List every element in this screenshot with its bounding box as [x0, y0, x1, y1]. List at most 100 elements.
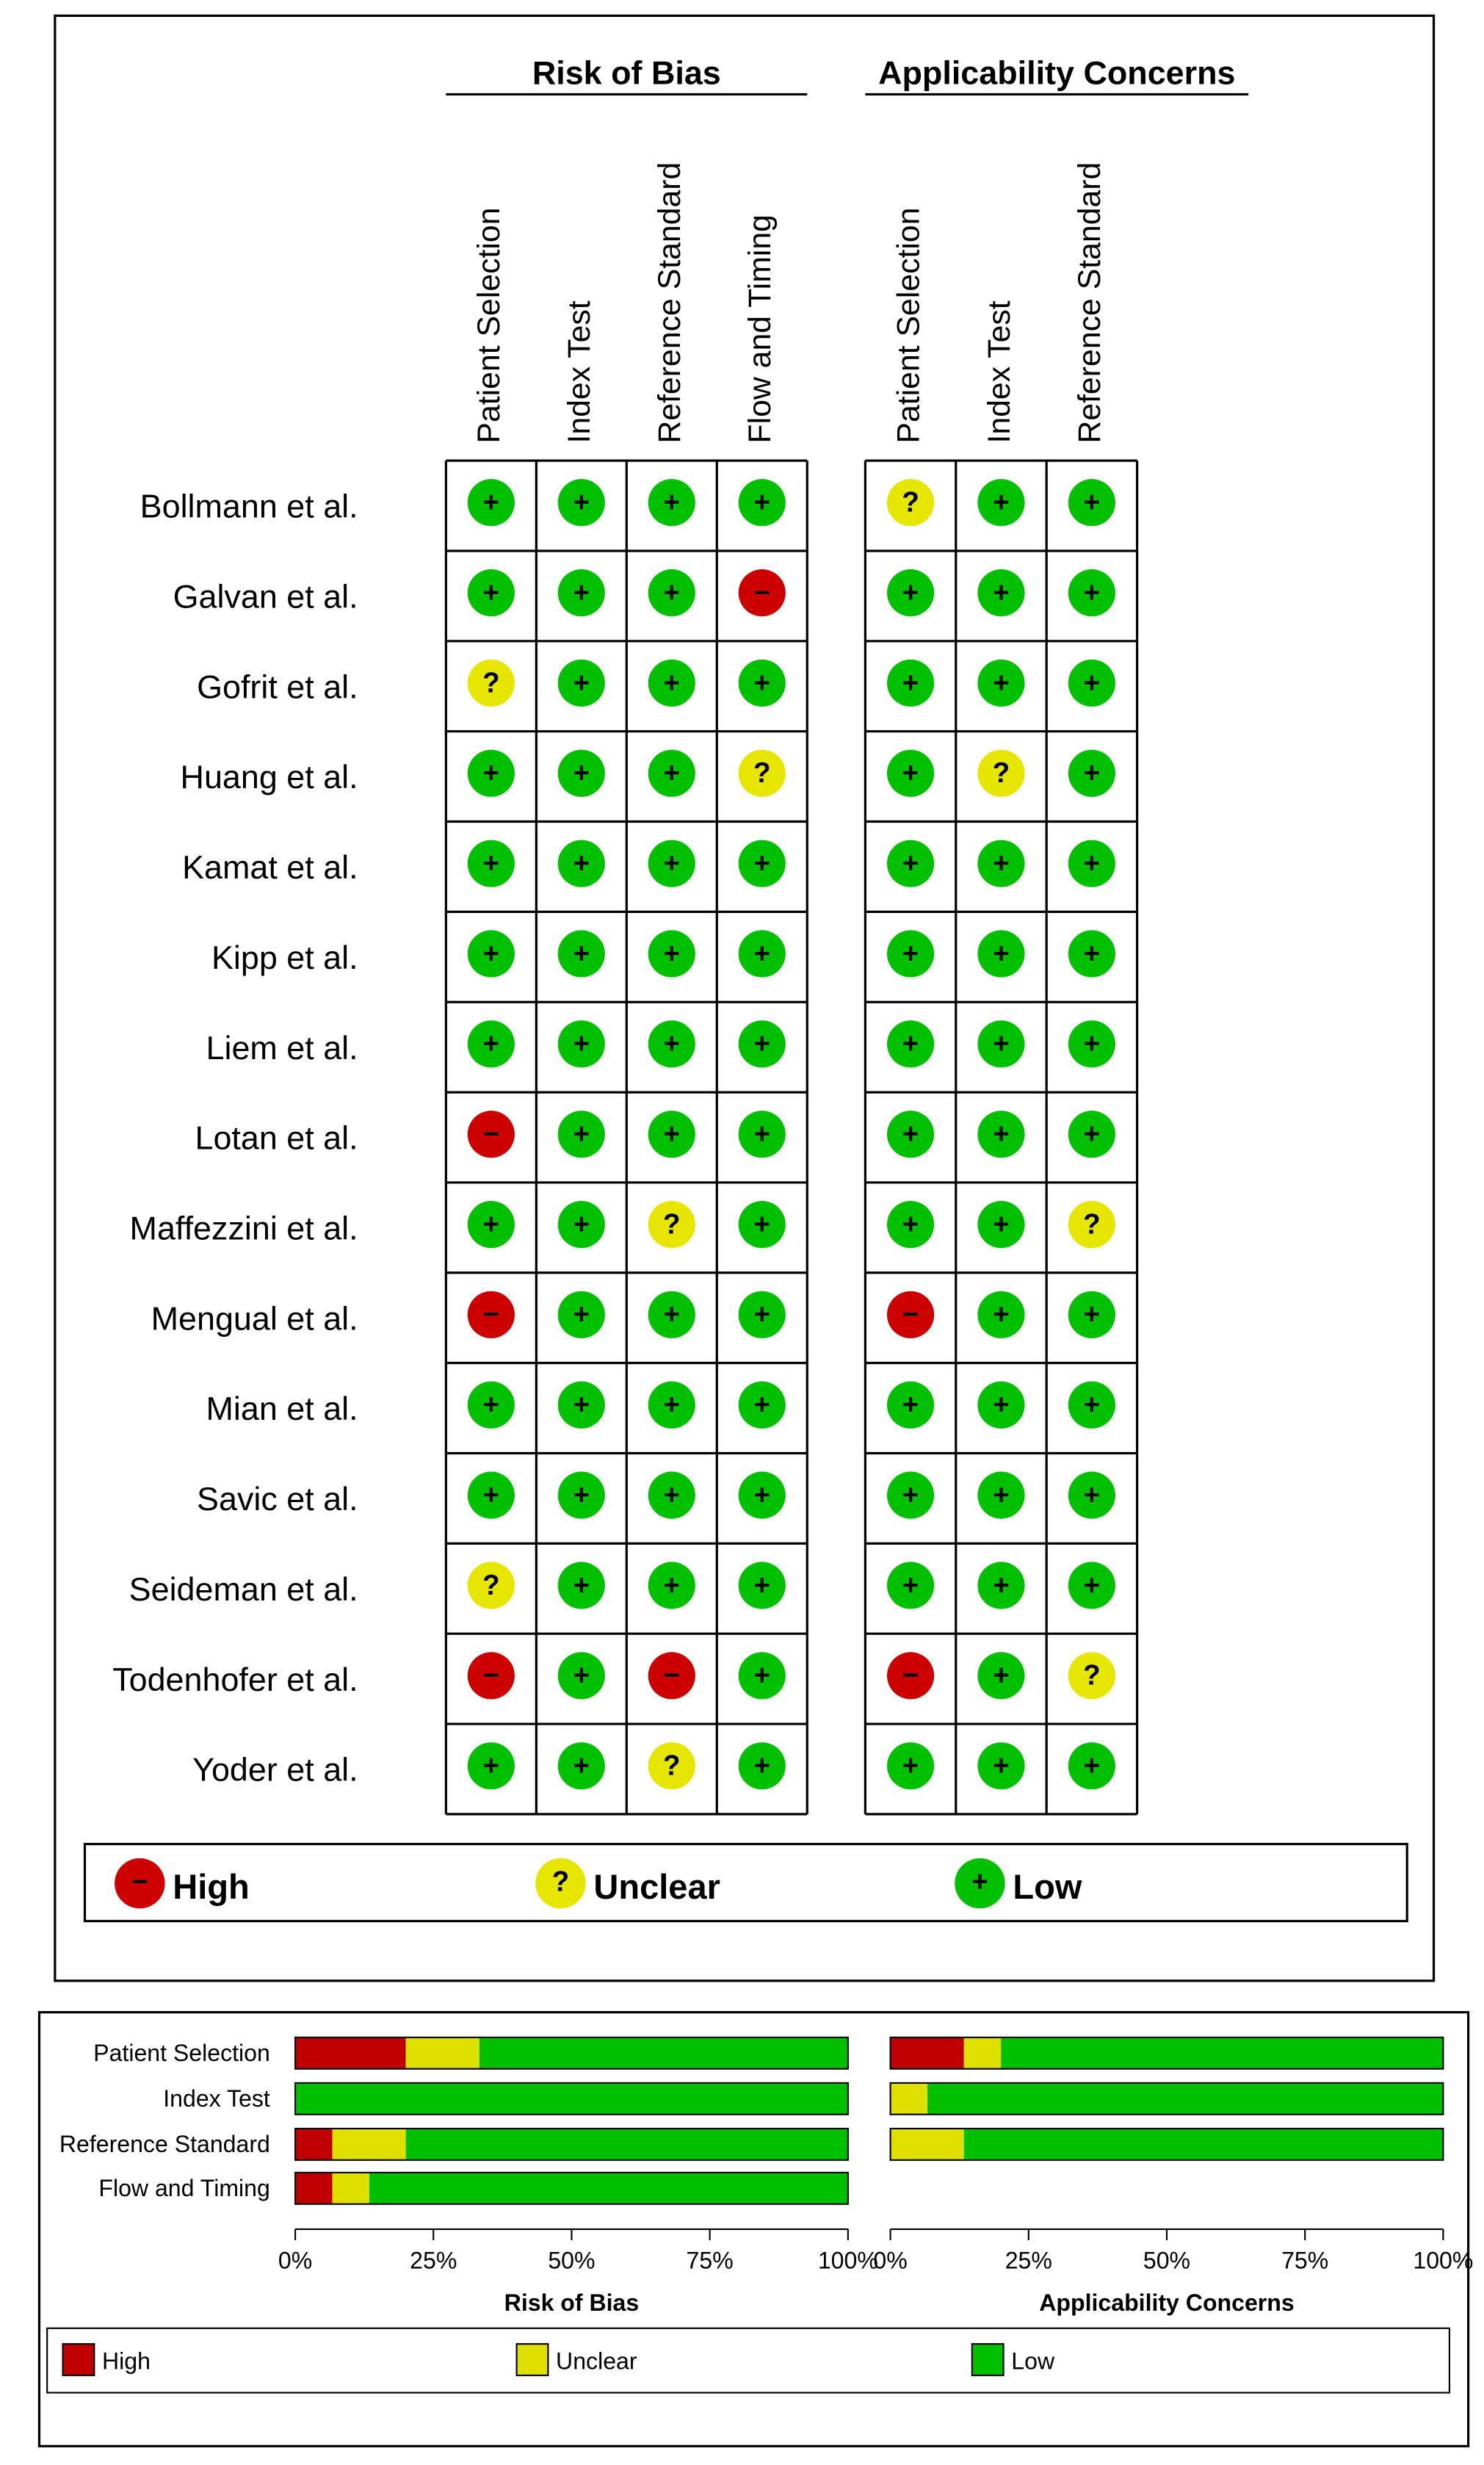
judgment-symbol: ? [482, 1570, 500, 1601]
domain-label: Reference Standard [1072, 162, 1107, 444]
bar-outline [889, 2082, 1444, 2115]
legend-swatch [62, 2343, 95, 2377]
judgment-dot [557, 930, 605, 978]
judgment-symbol: ? [482, 667, 500, 699]
study-label: Maffezzini et al. [130, 1209, 358, 1246]
judgment-symbol: − [754, 577, 770, 608]
judgment-symbol: + [993, 1119, 1009, 1150]
bar-segment [1001, 2037, 1444, 2069]
study-label: Lotan et al. [195, 1119, 358, 1157]
judgment-symbol: + [902, 1750, 919, 1782]
judgment-symbol: + [664, 757, 680, 789]
judgment-dot [648, 659, 695, 707]
x-tick-label: 100% [818, 2247, 878, 2273]
judgment-dot [467, 1020, 515, 1068]
judgment-dot [1068, 1471, 1115, 1519]
judgment-dot [1068, 1562, 1115, 1609]
judgment-dot [1068, 659, 1115, 707]
judgment-symbol: + [993, 848, 1009, 879]
judgment-dot [887, 1381, 935, 1429]
x-tick-label: 75% [687, 2247, 734, 2273]
judgment-symbol: + [573, 1479, 590, 1511]
category-label: Index Test [163, 2085, 270, 2112]
category-label: Reference Standard [59, 2131, 270, 2157]
judgment-symbol: + [902, 1389, 919, 1421]
legend-dot [955, 1858, 1005, 1909]
judgment-dot [1068, 569, 1115, 617]
judgment-symbol: + [573, 487, 590, 519]
bar-segment [369, 2172, 849, 2204]
judgment-symbol: + [993, 1750, 1009, 1782]
judgment-dot [887, 1471, 935, 1519]
judgment-symbol: + [664, 848, 680, 879]
judgment-symbol: + [573, 1570, 590, 1601]
judgment-dot [1068, 840, 1115, 887]
judgment-dot [887, 569, 935, 617]
legend-symbol: + [971, 1866, 988, 1897]
judgment-symbol: + [483, 577, 499, 608]
judgment-symbol: + [573, 757, 590, 789]
judgment-dot [648, 479, 695, 527]
bar-segment [890, 2128, 964, 2160]
judgment-dot [1068, 479, 1115, 527]
judgment-symbol: + [993, 1389, 1009, 1421]
legend-dot [535, 1858, 586, 1909]
judgment-dot [467, 1471, 515, 1519]
x-axis-label: Applicability Concerns [1039, 2289, 1294, 2316]
legend-label: Low [1013, 1867, 1082, 1906]
x-tick-label: 100% [1413, 2247, 1473, 2273]
judgment-dot [977, 659, 1025, 707]
judgment-dot [467, 1652, 515, 1700]
bar-outline [889, 2127, 1444, 2161]
judgment-dot [467, 1562, 515, 1609]
judgment-dot [887, 1020, 935, 1068]
judgment-symbol: + [1084, 487, 1100, 519]
summary-frame [54, 14, 1436, 1982]
judgment-dot [738, 1291, 786, 1339]
bar-segment [890, 2037, 964, 2069]
judgment-symbol: + [573, 1389, 590, 1421]
judgment-symbol: + [993, 1028, 1009, 1060]
judgment-dot [887, 1652, 935, 1700]
judgment-dot [557, 749, 605, 797]
judgment-dot [648, 1111, 695, 1158]
judgment-dot [738, 479, 786, 527]
judgment-dot [467, 749, 515, 797]
judgment-symbol: + [993, 1208, 1009, 1240]
study-label: Galvan et al. [173, 578, 358, 616]
judgment-dot [1068, 1200, 1115, 1249]
judgment-dot [977, 569, 1025, 617]
judgment-dot [738, 1562, 786, 1609]
category-label: Flow and Timing [98, 2175, 269, 2201]
x-tick-label: 0% [278, 2247, 312, 2273]
judgment-symbol: + [993, 487, 1009, 519]
legend-dot [115, 1858, 165, 1909]
judgment-dot [648, 1562, 695, 1609]
judgment-symbol: + [902, 1119, 919, 1150]
judgment-symbol: ? [753, 757, 771, 789]
judgment-symbol: + [754, 1389, 770, 1421]
judgment-symbol: − [483, 1119, 499, 1150]
study-label: Yoder et al. [192, 1751, 358, 1789]
judgment-symbol: + [573, 667, 590, 699]
judgment-symbol: ? [902, 487, 919, 519]
judgment-dot [557, 840, 605, 887]
judgment-dot [887, 479, 935, 527]
judgment-symbol: + [754, 848, 770, 879]
judgment-symbol: + [902, 848, 919, 879]
judgment-symbol: + [754, 667, 770, 699]
judgment-symbol: + [754, 1570, 770, 1601]
judgment-dot [738, 569, 786, 617]
judgment-dot [648, 1652, 695, 1700]
judgment-dot [887, 840, 935, 887]
study-label: Seideman et al. [129, 1570, 358, 1608]
judgment-dot [467, 930, 515, 978]
study-label: Kamat et al. [182, 848, 358, 886]
judgment-symbol: + [483, 848, 499, 879]
judgment-symbol: + [664, 667, 680, 699]
judgment-dot [1068, 930, 1115, 978]
judgment-symbol: − [483, 1299, 499, 1330]
judgment-symbol: + [1084, 1750, 1100, 1782]
judgment-symbol: + [573, 1660, 590, 1692]
